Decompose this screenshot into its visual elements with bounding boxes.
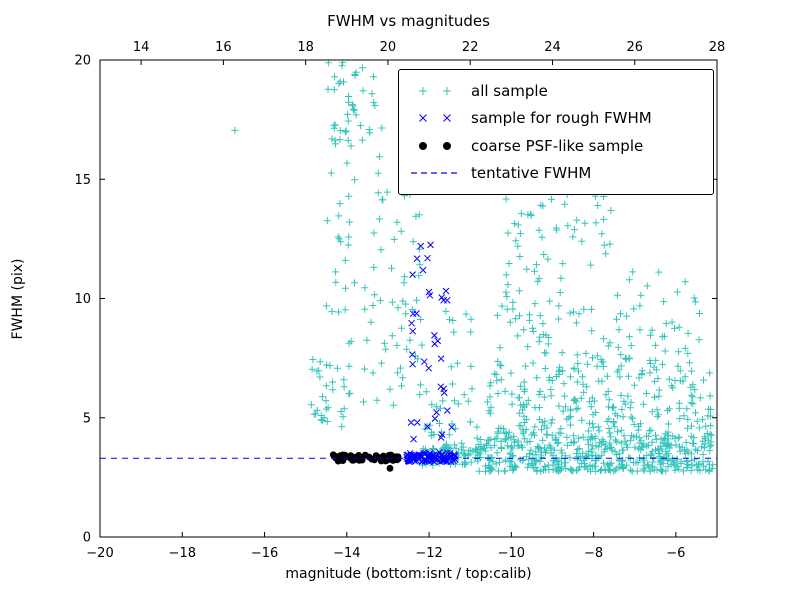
svg-text:−8: −8 — [584, 546, 603, 561]
svg-text:−14: −14 — [333, 546, 360, 561]
svg-text:28: 28 — [709, 40, 726, 55]
svg-text:−18: −18 — [169, 546, 196, 561]
svg-text:18: 18 — [297, 40, 314, 55]
legend-label: coarse PSF-like sample — [471, 136, 644, 155]
legend-item-tentative-fwhm: tentative FWHM — [409, 163, 703, 183]
legend-item-coarse-psf: coarse PSF-like sample — [409, 136, 703, 156]
y-axis-label: FWHM (pix) — [10, 258, 26, 340]
svg-text:−6: −6 — [666, 546, 685, 561]
x-axis-ticks-top: 14 16 18 20 22 24 26 28 — [133, 40, 725, 65]
svg-text:0: 0 — [83, 531, 91, 546]
legend-item-rough-fwhm: sample for rough FWHM — [409, 108, 703, 128]
x-axis-label: magnitude (bottom:isnt / top:calib) — [285, 566, 532, 582]
legend-label: tentative FWHM — [471, 164, 592, 183]
legend-label: sample for rough FWHM — [471, 109, 652, 128]
cross-marker-icon — [419, 114, 451, 123]
svg-text:14: 14 — [133, 40, 150, 55]
circle-marker-icon — [419, 141, 451, 150]
x-axis-ticks-bottom: −20 −18 −16 −14 −12 −10 −8 −6 — [86, 532, 685, 561]
svg-text:−16: −16 — [251, 546, 278, 561]
svg-text:26: 26 — [626, 40, 643, 55]
legend-item-all-sample: all sample — [409, 81, 703, 101]
cross-series — [403, 241, 459, 466]
svg-text:−10: −10 — [498, 546, 525, 561]
svg-text:15: 15 — [74, 173, 91, 188]
legend-label: all sample — [471, 81, 548, 100]
chart-title: FWHM vs magnitudes — [327, 12, 490, 30]
y-axis-ticks: 0 5 10 15 20 — [74, 54, 717, 546]
svg-text:−12: −12 — [415, 546, 442, 561]
svg-text:−20: −20 — [86, 546, 113, 561]
data-points-group — [100, 60, 717, 475]
plus-marker-icon — [419, 86, 451, 95]
svg-text:16: 16 — [215, 40, 232, 55]
svg-text:20: 20 — [74, 54, 91, 69]
svg-text:5: 5 — [83, 411, 91, 426]
svg-text:10: 10 — [74, 292, 91, 307]
legend: all sample sample for rough FWHM coarse … — [398, 69, 714, 195]
svg-text:22: 22 — [462, 40, 479, 55]
svg-text:20: 20 — [380, 40, 397, 55]
svg-text:24: 24 — [544, 40, 561, 55]
dashed-line-icon — [411, 172, 459, 174]
